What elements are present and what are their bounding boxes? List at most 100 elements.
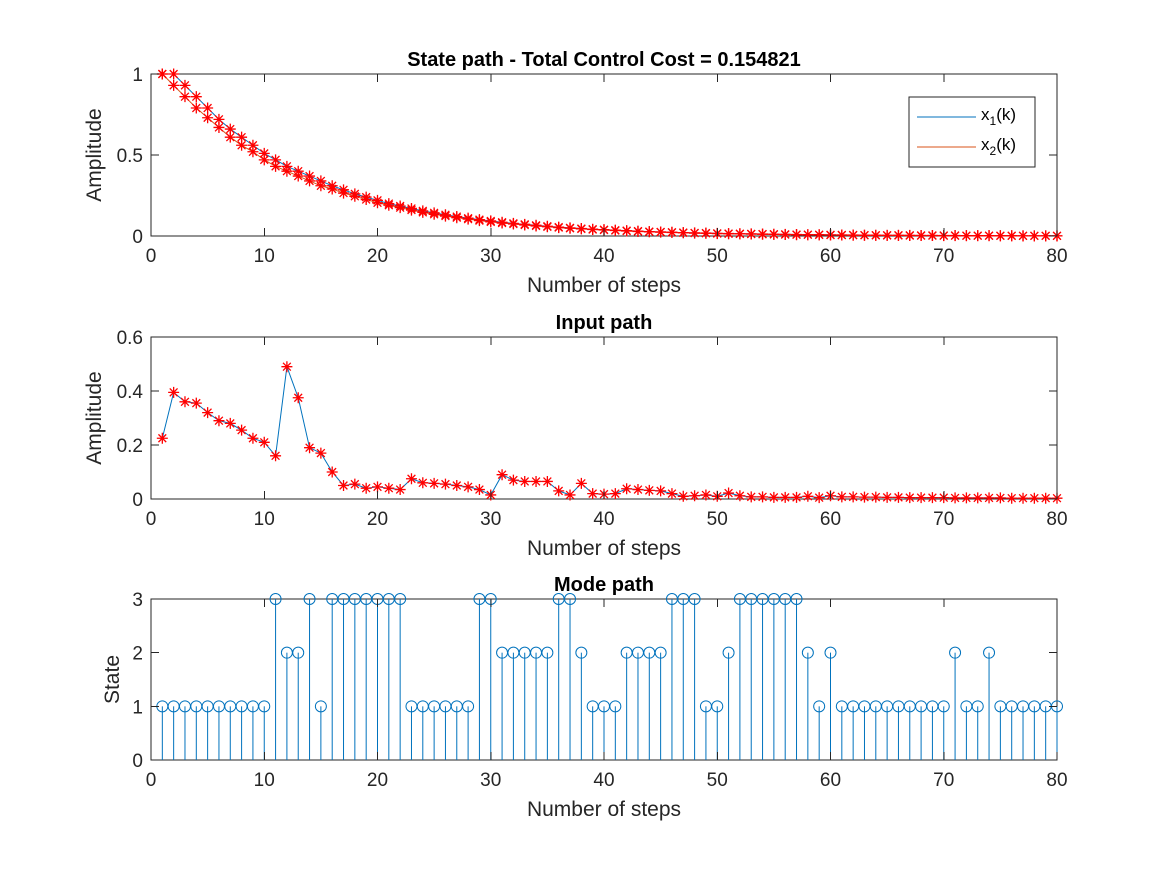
x-tick-label: 70	[933, 246, 954, 267]
data-point-star	[915, 230, 927, 242]
data-point-star	[439, 210, 451, 222]
stem-marker	[688, 593, 701, 605]
data-point-star	[757, 491, 769, 503]
y-tick-label: 0.5	[117, 146, 143, 167]
data-point-star	[666, 488, 678, 500]
data-point-star	[439, 478, 451, 490]
data-point-star	[270, 154, 282, 166]
state-path-ylabel: Amplitude	[83, 108, 106, 201]
data-point-star	[530, 220, 542, 232]
data-point-star	[575, 477, 587, 489]
data-point-star	[643, 226, 655, 238]
data-point-star	[575, 223, 587, 235]
data-point-star	[405, 204, 417, 216]
data-point-star	[677, 490, 689, 502]
data-point-star	[587, 224, 599, 236]
data-point-star	[1040, 230, 1052, 242]
y-tick-label: 3	[132, 590, 143, 611]
data-point-star	[383, 482, 395, 494]
input-path-title: Input path	[556, 312, 653, 334]
x-tick-label: 60	[820, 509, 841, 530]
y-tick-label: 0	[132, 490, 143, 511]
data-point-star	[394, 484, 406, 496]
stem-marker	[937, 700, 950, 713]
legend-label-x1: x1(k)	[981, 105, 1016, 128]
data-point-star	[768, 491, 780, 503]
mode-path-ylabel: State	[101, 655, 124, 704]
data-point-star	[677, 227, 689, 239]
data-point-star	[632, 484, 644, 496]
data-point-star	[473, 484, 485, 496]
data-point-star	[383, 199, 395, 211]
data-point-star	[202, 407, 214, 419]
y-tick-label: 1	[132, 65, 143, 86]
data-point-star	[745, 491, 757, 503]
data-point-star	[462, 213, 474, 225]
data-point-star	[689, 227, 701, 239]
data-point-star	[258, 154, 270, 166]
data-point-star	[507, 218, 519, 230]
data-point-star	[994, 492, 1006, 504]
x-tick-label: 30	[480, 246, 501, 267]
stem-marker	[722, 646, 735, 659]
data-point-star	[372, 197, 383, 209]
stem-marker	[303, 593, 316, 605]
data-point-star	[994, 230, 1006, 242]
stem-marker	[654, 646, 667, 659]
data-point-star	[179, 79, 191, 91]
data-point-star	[847, 229, 859, 241]
data-point-star	[757, 228, 769, 240]
data-point-star	[745, 228, 757, 240]
data-point-star	[405, 473, 417, 485]
data-point-star	[360, 482, 372, 494]
data-point-star	[904, 492, 916, 504]
data-point-star	[700, 227, 712, 239]
stem-marker	[564, 593, 577, 605]
data-point-star	[881, 229, 893, 241]
data-point-star	[247, 139, 259, 151]
stem-marker	[824, 646, 837, 659]
x-tick-label: 20	[367, 246, 388, 267]
data-point-star	[1017, 230, 1029, 242]
data-point-star	[338, 187, 350, 199]
stem-marker	[462, 700, 475, 713]
x-tick-label: 30	[480, 770, 501, 791]
data-point-star	[723, 487, 735, 499]
data-point-star	[236, 139, 248, 151]
data-point-star	[428, 208, 440, 220]
x-tick-label: 50	[707, 246, 728, 267]
data-point-star	[972, 492, 984, 504]
data-point-star	[666, 226, 678, 238]
data-point-star	[281, 361, 293, 373]
stem-marker	[790, 593, 803, 605]
data-point-star	[949, 230, 961, 242]
stem-marker	[258, 700, 271, 713]
stem-marker	[949, 646, 962, 659]
data-point-star	[655, 226, 667, 238]
data-point-star	[530, 475, 542, 487]
data-point-star	[473, 215, 485, 227]
x-tick-label: 0	[146, 246, 157, 267]
data-point-star	[315, 180, 327, 192]
data-point-star	[632, 225, 644, 237]
x-tick-label: 60	[820, 246, 841, 267]
stem-marker	[394, 593, 407, 605]
data-point-star	[802, 229, 814, 241]
data-point-star	[190, 102, 202, 114]
data-point-star	[349, 190, 361, 202]
data-point-star	[202, 102, 214, 114]
mode-path-marks	[156, 593, 1063, 760]
data-point-star	[156, 68, 168, 80]
stem-marker	[971, 700, 984, 713]
data-point-star	[847, 491, 859, 503]
mode-path-ticks: 0 10 20 30 40 50 60 70 80 0 1 2 3	[132, 590, 1067, 791]
x-tick-label: 0	[146, 509, 157, 530]
legend-box	[908, 96, 1036, 168]
data-point-star	[926, 230, 938, 242]
x-tick-label: 0	[146, 770, 157, 791]
data-point-star	[1006, 492, 1018, 504]
data-point-star	[734, 490, 746, 502]
data-point-star	[621, 483, 633, 495]
data-point-star	[462, 481, 474, 493]
stem-marker	[575, 646, 588, 659]
